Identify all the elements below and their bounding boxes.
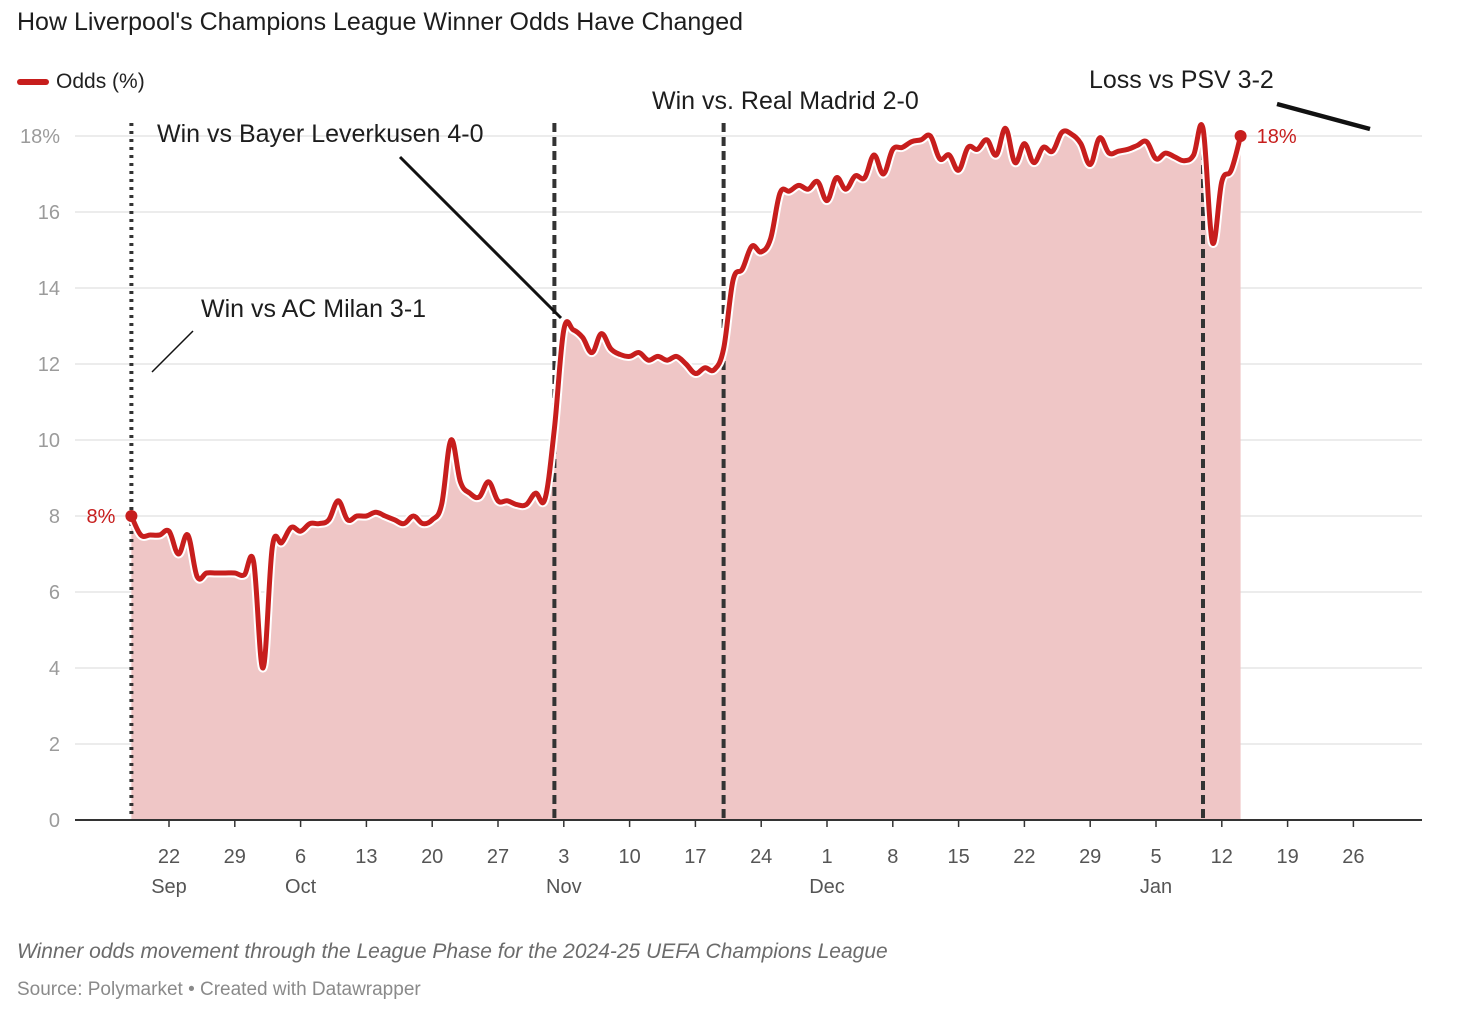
x-tick-label: 19 (1276, 846, 1298, 868)
x-month-label: Dec (809, 876, 845, 898)
y-tick-label: 2 (49, 734, 60, 756)
x-tick-label: 15 (947, 846, 969, 868)
area-layer (131, 124, 1241, 821)
annotation-connector-2 (398, 155, 563, 320)
odds-line (128, 122, 1244, 671)
annotations: Win vs AC Milan 3-1 Win vs Bayer Leverkus… (151, 66, 1371, 373)
x-tick-label: 29 (1079, 846, 1101, 868)
x-month-label: Nov (546, 876, 582, 898)
start-point (125, 510, 138, 522)
x-tick-label: 22 (1013, 846, 1035, 868)
y-tick-label: 8 (49, 506, 60, 528)
y-tick-label: 16 (38, 202, 60, 224)
legend-label: Odds (%) (56, 70, 145, 93)
x-tick-label: 22 (158, 846, 180, 868)
x-tick-label: 24 (750, 846, 772, 868)
x-tick-label: 6 (295, 846, 306, 868)
y-tick-label: 14 (38, 278, 60, 300)
x-tick-label: 12 (1211, 846, 1233, 868)
chart-title: How Liverpool's Champions League Winner … (17, 8, 744, 36)
x-tick-label: 20 (421, 846, 443, 868)
x-month-label: Jan (1140, 876, 1172, 898)
y-tick-label: 18% (20, 126, 60, 148)
annotation-label-2: Win vs Bayer Leverkusen 4-0 (157, 120, 484, 148)
y-tick-label: 4 (49, 658, 60, 680)
x-tick-label: 8 (887, 846, 898, 868)
x-tick-label: 27 (487, 846, 509, 868)
x-tick-label: 17 (684, 846, 706, 868)
x-tick-label: 10 (618, 846, 640, 868)
legend: Odds (%) (17, 68, 145, 96)
y-tick-label: 12 (38, 354, 60, 376)
annotation-label-4: Loss vs PSV 3-2 (1089, 66, 1274, 94)
chart-description: Winner odds movement through the League … (17, 940, 888, 963)
series-layer: 8% 18% (86, 120, 1297, 673)
x-tick-label: 5 (1150, 846, 1161, 868)
annotation-connector-1 (151, 330, 194, 373)
annotation-label-1: Win vs AC Milan 3-1 (201, 295, 426, 323)
start-value-label: 8% (86, 506, 115, 528)
y-tick-label: 10 (38, 430, 60, 452)
annotation-label-3: Win vs. Real Madrid 2-0 (652, 87, 919, 115)
end-point (1234, 130, 1247, 142)
x-tick-label: 1 (821, 846, 832, 868)
x-month-label: Oct (285, 876, 317, 898)
x-tick-label: 3 (558, 846, 569, 868)
chart-source: Source: Polymarket • Created with Datawr… (17, 979, 421, 1000)
event-markers (129, 123, 1205, 820)
odds-area (131, 124, 1241, 821)
x-tick-label: 13 (355, 846, 377, 868)
end-value-label: 18% (1257, 126, 1297, 148)
annotation-connector-4 (1276, 101, 1371, 132)
y-tick-label: 0 (49, 810, 60, 832)
legend-swatch (17, 79, 49, 85)
x-tick-label: 29 (224, 846, 246, 868)
x-month-label: Sep (151, 876, 187, 898)
x-tick-label: 26 (1342, 846, 1364, 868)
y-tick-label: 6 (49, 582, 60, 604)
